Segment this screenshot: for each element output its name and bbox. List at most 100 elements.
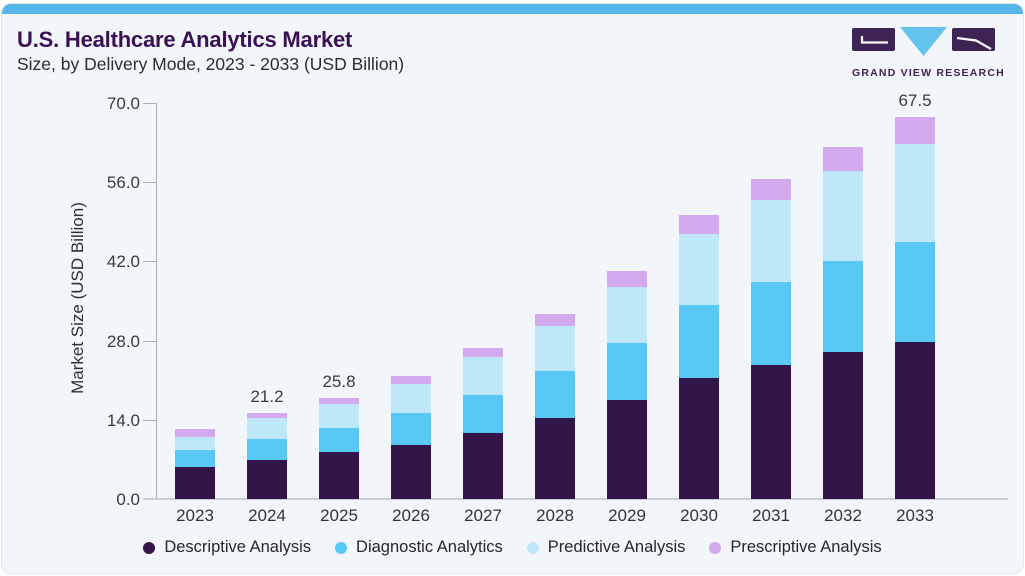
y-tick-label-28.0: 28.0 — [106, 331, 140, 351]
y-tick-label-70.0: 70.0 — [106, 93, 140, 113]
bar-segment-2023-prescriptive-analysis — [175, 428, 215, 438]
bar-2024 — [247, 413, 287, 500]
y-tick-mark-56.0 — [143, 182, 156, 184]
legend-dot-icon-diagnostic-analytics — [335, 541, 348, 554]
legend-label-prescriptive-analysis: Prescriptive Analysis — [730, 538, 882, 556]
bar-segment-2024-descriptive-analysis — [247, 459, 287, 500]
bar-segment-2026-prescriptive-analysis — [391, 375, 431, 385]
legend-label-diagnostic-analytics: Diagnostic Analytics — [356, 538, 503, 556]
bar-segment-2025-predictive-analysis — [319, 404, 359, 428]
x-tick-label-2028: 2028 — [536, 506, 574, 525]
legend-dot-icon-prescriptive-analysis — [709, 541, 722, 554]
bar-segment-2029-prescriptive-analysis — [607, 270, 647, 287]
bar-segment-2033-prescriptive-analysis — [895, 117, 935, 145]
bar-segment-2027-descriptive-analysis — [463, 433, 503, 500]
legend-dot-icon-predictive-analysis — [526, 541, 539, 554]
bar-segment-2029-diagnostic-analytics — [607, 343, 647, 401]
bar-2027 — [463, 348, 503, 500]
bar-segment-2025-diagnostic-analytics — [319, 427, 359, 453]
bar-2033 — [895, 117, 935, 500]
bar-segment-2030-prescriptive-analysis — [679, 214, 719, 235]
x-tick-label-2032: 2032 — [824, 506, 862, 525]
bar-segment-2025-descriptive-analysis — [319, 452, 359, 500]
bar-segment-2033-predictive-analysis — [895, 144, 935, 242]
bar-segment-2031-predictive-analysis — [751, 199, 791, 282]
bar-segment-2027-prescriptive-analysis — [463, 348, 503, 358]
bar-2029 — [607, 270, 647, 500]
y-tick-label-14.0: 14.0 — [106, 410, 140, 430]
bar-segment-2023-predictive-analysis — [175, 437, 215, 450]
x-tick-label-2023: 2023 — [176, 506, 214, 525]
bar-2032 — [823, 147, 863, 500]
gvr-logo-icon — [852, 27, 995, 56]
y-tick-label-56.0: 56.0 — [106, 173, 140, 193]
bar-segment-2023-descriptive-analysis — [175, 467, 215, 500]
bar-segment-2033-descriptive-analysis — [895, 341, 935, 500]
chart-legend: Descriptive Analysis Diagnostic Analytics… — [0, 538, 1025, 557]
x-tick-label-2025: 2025 — [320, 506, 358, 525]
bar-segment-2032-descriptive-analysis — [823, 351, 863, 500]
bar-2031 — [751, 179, 791, 500]
legend-item-prescriptive-analysis: Prescriptive Analysis — [709, 538, 882, 557]
bar-segment-2033-diagnostic-analytics — [895, 241, 935, 342]
bar-2026 — [391, 375, 431, 500]
bar-segment-2031-prescriptive-analysis — [751, 179, 791, 200]
x-tick-label-2027: 2027 — [464, 506, 502, 525]
x-tick-label-2030: 2030 — [680, 506, 718, 525]
legend-item-descriptive-analysis: Descriptive Analysis — [143, 538, 311, 557]
legend-dot-icon-descriptive-analysis — [143, 541, 156, 554]
y-tick-mark-14.0 — [143, 419, 156, 421]
bar-segment-2028-prescriptive-analysis — [535, 313, 575, 327]
bar-segment-2030-diagnostic-analytics — [679, 304, 719, 378]
bar-segment-2026-descriptive-analysis — [391, 444, 431, 500]
y-tick-mark-70.0 — [143, 102, 156, 104]
bar-segment-2032-predictive-analysis — [823, 170, 863, 261]
gvr-logo: GRAND VIEW RESEARCH — [852, 27, 1004, 79]
bar-segment-2027-diagnostic-analytics — [463, 395, 503, 434]
bar-segment-2031-descriptive-analysis — [751, 364, 791, 500]
bar-segment-2029-descriptive-analysis — [607, 400, 647, 500]
page-subtitle: Size, by Delivery Mode, 2023 - 2033 (USD… — [17, 54, 405, 74]
bar-segment-2028-predictive-analysis — [535, 326, 575, 371]
page-title: U.S. Healthcare Analytics Market — [17, 27, 353, 52]
bar-segment-2030-descriptive-analysis — [679, 377, 719, 500]
bar-2023 — [175, 428, 215, 500]
bar-2028 — [535, 313, 575, 500]
bar-segment-2032-prescriptive-analysis — [823, 147, 863, 171]
bar-segment-2024-predictive-analysis — [247, 417, 287, 440]
bar-total-label-2025: 25.8 — [322, 371, 356, 391]
x-axis-line — [143, 498, 1008, 500]
bar-segment-2028-descriptive-analysis — [535, 417, 575, 500]
bar-2030 — [679, 214, 719, 500]
x-tick-label-2033: 2033 — [896, 506, 934, 525]
top-accent-bar — [2, 4, 1023, 14]
legend-item-diagnostic-analytics: Diagnostic Analytics — [335, 538, 503, 557]
y-axis-line — [156, 103, 157, 500]
bar-segment-2030-predictive-analysis — [679, 234, 719, 305]
bar-segment-2032-diagnostic-analytics — [823, 260, 863, 352]
x-tick-label-2031: 2031 — [752, 506, 790, 525]
y-tick-label-0.0: 0.0 — [116, 490, 140, 509]
bar-2025 — [319, 397, 359, 500]
y-tick-label-42.0: 42.0 — [106, 252, 140, 272]
bar-segment-2031-diagnostic-analytics — [751, 281, 791, 365]
bar-segment-2024-diagnostic-analytics — [247, 439, 287, 460]
bar-total-label-2033: 67.5 — [898, 91, 932, 111]
bar-segment-2023-diagnostic-analytics — [175, 449, 215, 468]
bar-segment-2024-prescriptive-analysis — [247, 413, 287, 418]
y-tick-mark-42.0 — [143, 261, 156, 263]
bar-segment-2026-diagnostic-analytics — [391, 412, 431, 445]
bar-segment-2025-prescriptive-analysis — [319, 397, 359, 405]
bar-segment-2028-diagnostic-analytics — [535, 370, 575, 418]
x-tick-label-2026: 2026 — [392, 506, 430, 525]
x-tick-label-2024: 2024 — [248, 506, 286, 525]
y-tick-mark-28.0 — [143, 340, 156, 342]
bar-segment-2029-predictive-analysis — [607, 286, 647, 344]
bar-segment-2027-predictive-analysis — [463, 357, 503, 396]
bar-segment-2026-predictive-analysis — [391, 384, 431, 413]
legend-item-predictive-analysis: Predictive Analysis — [526, 538, 685, 557]
bar-total-label-2024: 21.2 — [250, 387, 284, 407]
x-tick-label-2029: 2029 — [608, 506, 646, 525]
